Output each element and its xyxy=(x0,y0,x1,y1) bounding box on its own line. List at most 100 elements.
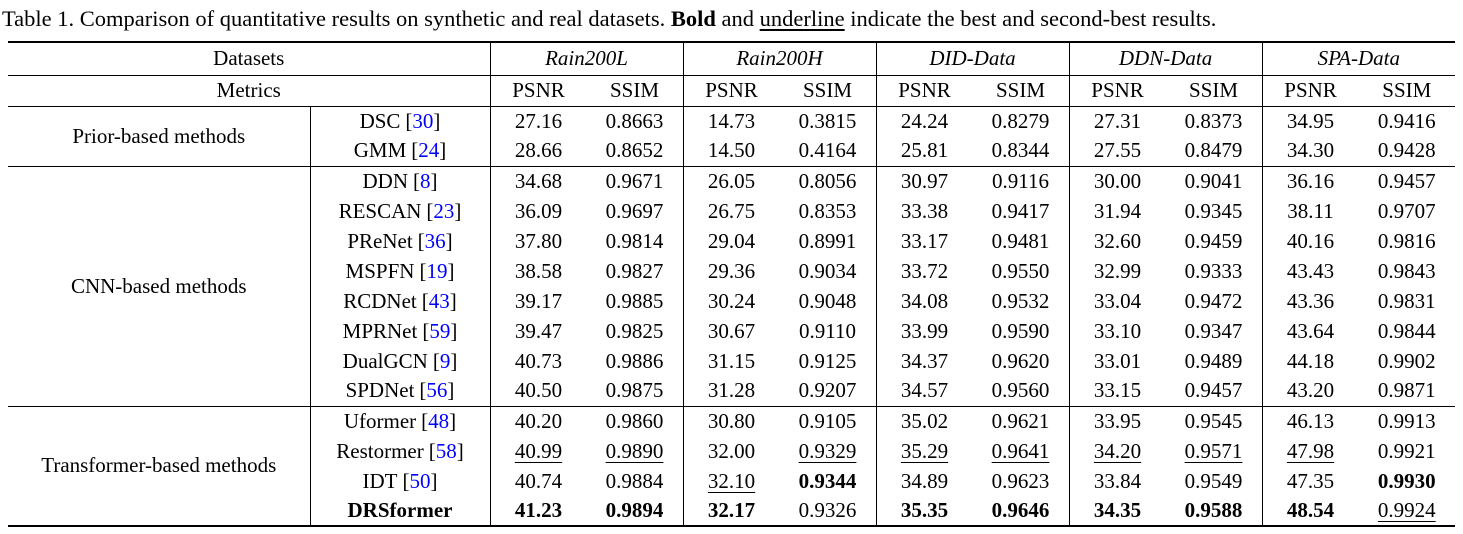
value-cell: 38.58 xyxy=(514,258,563,283)
method-cell: PReNet [36] xyxy=(310,226,491,257)
value-cell: 0.9623 xyxy=(972,466,1070,497)
value-cell: 46.13 xyxy=(1286,408,1335,433)
value-cell: 0.9457 xyxy=(1377,168,1436,193)
method-name: RCDNet xyxy=(343,288,417,313)
value-cell: 0.9930 xyxy=(1377,468,1436,493)
value-cell: 43.20 xyxy=(1286,378,1335,403)
citation-ref[interactable]: 8 xyxy=(420,168,431,193)
table-row: RCDNet [43] 39.17 0.9885 30.24 0.9048 34.08 0.9… xyxy=(8,286,1455,317)
value-cell: 0.9831 xyxy=(1377,288,1436,313)
value-cell: 27.16 xyxy=(514,108,563,133)
value-cell: 0.9550 xyxy=(972,256,1070,287)
value-cell: 29.36 xyxy=(707,258,756,283)
table-row: DualGCN [9] 40.73 0.9886 31.15 0.9125 34.37 0.9… xyxy=(8,346,1455,377)
value-cell: 44.18 xyxy=(1286,348,1335,373)
value-cell: 14.50 xyxy=(707,138,756,163)
value-cell: 26.05 xyxy=(707,168,756,193)
citation-bracket-close: ] xyxy=(450,318,458,343)
value-cell: 33.01 xyxy=(1093,348,1142,373)
citation-ref[interactable]: 24 xyxy=(418,138,440,163)
value-cell: 0.9921 xyxy=(1377,438,1436,463)
value-cell: 14.73 xyxy=(707,108,756,133)
citation-ref[interactable]: 30 xyxy=(412,108,434,133)
dataset-header-spa-data: SPA-Data xyxy=(1317,46,1401,71)
method-cell: GMM [24] xyxy=(310,136,491,167)
value-cell: 0.9116 xyxy=(972,166,1070,197)
value-cell: 31.15 xyxy=(707,348,756,373)
value-cell: 0.9489 xyxy=(1165,346,1263,377)
table-row: IDT [50] 40.74 0.9884 32.10 0.9344 34.89 0.9623… xyxy=(8,466,1455,497)
value-cell: 0.8373 xyxy=(1165,106,1263,137)
citation-ref[interactable]: 19 xyxy=(426,258,448,283)
value-cell: 32.10 xyxy=(707,468,756,493)
value-cell: 0.9884 xyxy=(586,466,684,497)
value-cell: 35.02 xyxy=(900,408,949,433)
group-label: Prior-based methods xyxy=(8,106,311,167)
citation-bracket-close: ] xyxy=(449,288,457,313)
caption-text-3: indicate the best and second-best result… xyxy=(844,6,1217,31)
value-cell: 31.28 xyxy=(707,378,756,403)
citation-ref[interactable]: 56 xyxy=(426,378,448,403)
value-cell: 34.95 xyxy=(1286,108,1335,133)
value-cell: 0.9034 xyxy=(779,256,877,287)
value-cell: 27.31 xyxy=(1093,108,1142,133)
ssim-header: SSIM xyxy=(1165,75,1263,107)
citation-ref[interactable]: 23 xyxy=(433,198,455,223)
method-cell: Uformer [48] xyxy=(310,406,491,437)
citation-bracket-close: ] xyxy=(456,438,464,463)
citation-ref[interactable]: 58 xyxy=(435,438,457,463)
value-cell: 0.9588 xyxy=(1165,496,1263,527)
caption-text-1: Table 1. Comparison of quantitative resu… xyxy=(2,6,671,31)
citation-ref[interactable]: 59 xyxy=(429,318,451,343)
dataset-header-rain200h: Rain200H xyxy=(683,42,877,76)
method-name: MPRNet xyxy=(342,318,418,343)
citation-bracket-close: ] xyxy=(449,408,457,433)
value-cell: 0.8056 xyxy=(779,166,877,197)
value-cell: 0.9671 xyxy=(586,166,684,197)
citation-ref[interactable]: 43 xyxy=(428,288,450,313)
method-name: Uformer xyxy=(343,408,417,433)
value-cell: 0.9860 xyxy=(586,406,684,437)
value-cell: 0.8353 xyxy=(779,196,877,227)
citation-ref[interactable]: 9 xyxy=(439,348,451,373)
value-cell: 33.99 xyxy=(900,318,949,343)
value-cell: 0.9326 xyxy=(779,496,877,527)
value-cell: 0.8652 xyxy=(586,136,684,167)
value-cell: 0.9894 xyxy=(586,496,684,527)
citation-bracket-close: ] xyxy=(445,228,453,253)
value-cell: 32.00 xyxy=(707,438,756,463)
value-cell: 0.9871 xyxy=(1377,378,1436,403)
value-cell: 0.9890 xyxy=(586,436,684,467)
metrics-label: Metrics xyxy=(8,75,491,107)
value-cell: 34.68 xyxy=(514,168,563,193)
value-cell: 40.99 xyxy=(514,438,563,463)
value-cell: 0.9646 xyxy=(972,496,1070,527)
value-cell: 34.89 xyxy=(900,468,949,493)
value-cell: 33.95 xyxy=(1093,408,1142,433)
method-cell: RCDNet [43] xyxy=(310,286,491,317)
method-name: DSC xyxy=(359,108,401,133)
caption-text-2: and xyxy=(715,6,760,31)
citation-ref[interactable]: 48 xyxy=(428,408,450,433)
table-row: PReNet [36] 37.80 0.9814 29.04 0.8991 33.17 0.9… xyxy=(8,226,1455,257)
value-cell: 26.75 xyxy=(707,198,756,223)
value-cell: 36.09 xyxy=(514,198,563,223)
value-cell: 0.9641 xyxy=(972,436,1070,467)
ssim-header: SSIM xyxy=(972,75,1070,107)
citation-ref[interactable]: 50 xyxy=(409,468,431,493)
value-cell: 34.30 xyxy=(1286,138,1335,163)
table-row: Transformer-based methods Uformer [48] 40.2… xyxy=(8,406,1455,527)
psnr-header: PSNR xyxy=(1284,78,1337,103)
table-row: SPDNet [56] 40.50 0.9875 31.28 0.9207 34.57 0.9… xyxy=(8,376,1455,407)
value-cell: 28.66 xyxy=(514,138,563,163)
method-cell: Restormer [58] xyxy=(310,436,491,467)
method-name: DualGCN xyxy=(342,348,428,373)
value-cell: 34.08 xyxy=(900,288,949,313)
value-cell: 38.11 xyxy=(1287,198,1334,223)
method-group: Prior-based methods DSC [30] 27.16 0.8663 14.… xyxy=(8,106,1456,167)
citation-bracket-close: ] xyxy=(447,378,455,403)
value-cell: 47.98 xyxy=(1286,438,1335,463)
citation-ref[interactable]: 36 xyxy=(424,228,446,253)
method-cell: DualGCN [9] xyxy=(310,346,491,377)
psnr-header: PSNR xyxy=(512,78,565,103)
